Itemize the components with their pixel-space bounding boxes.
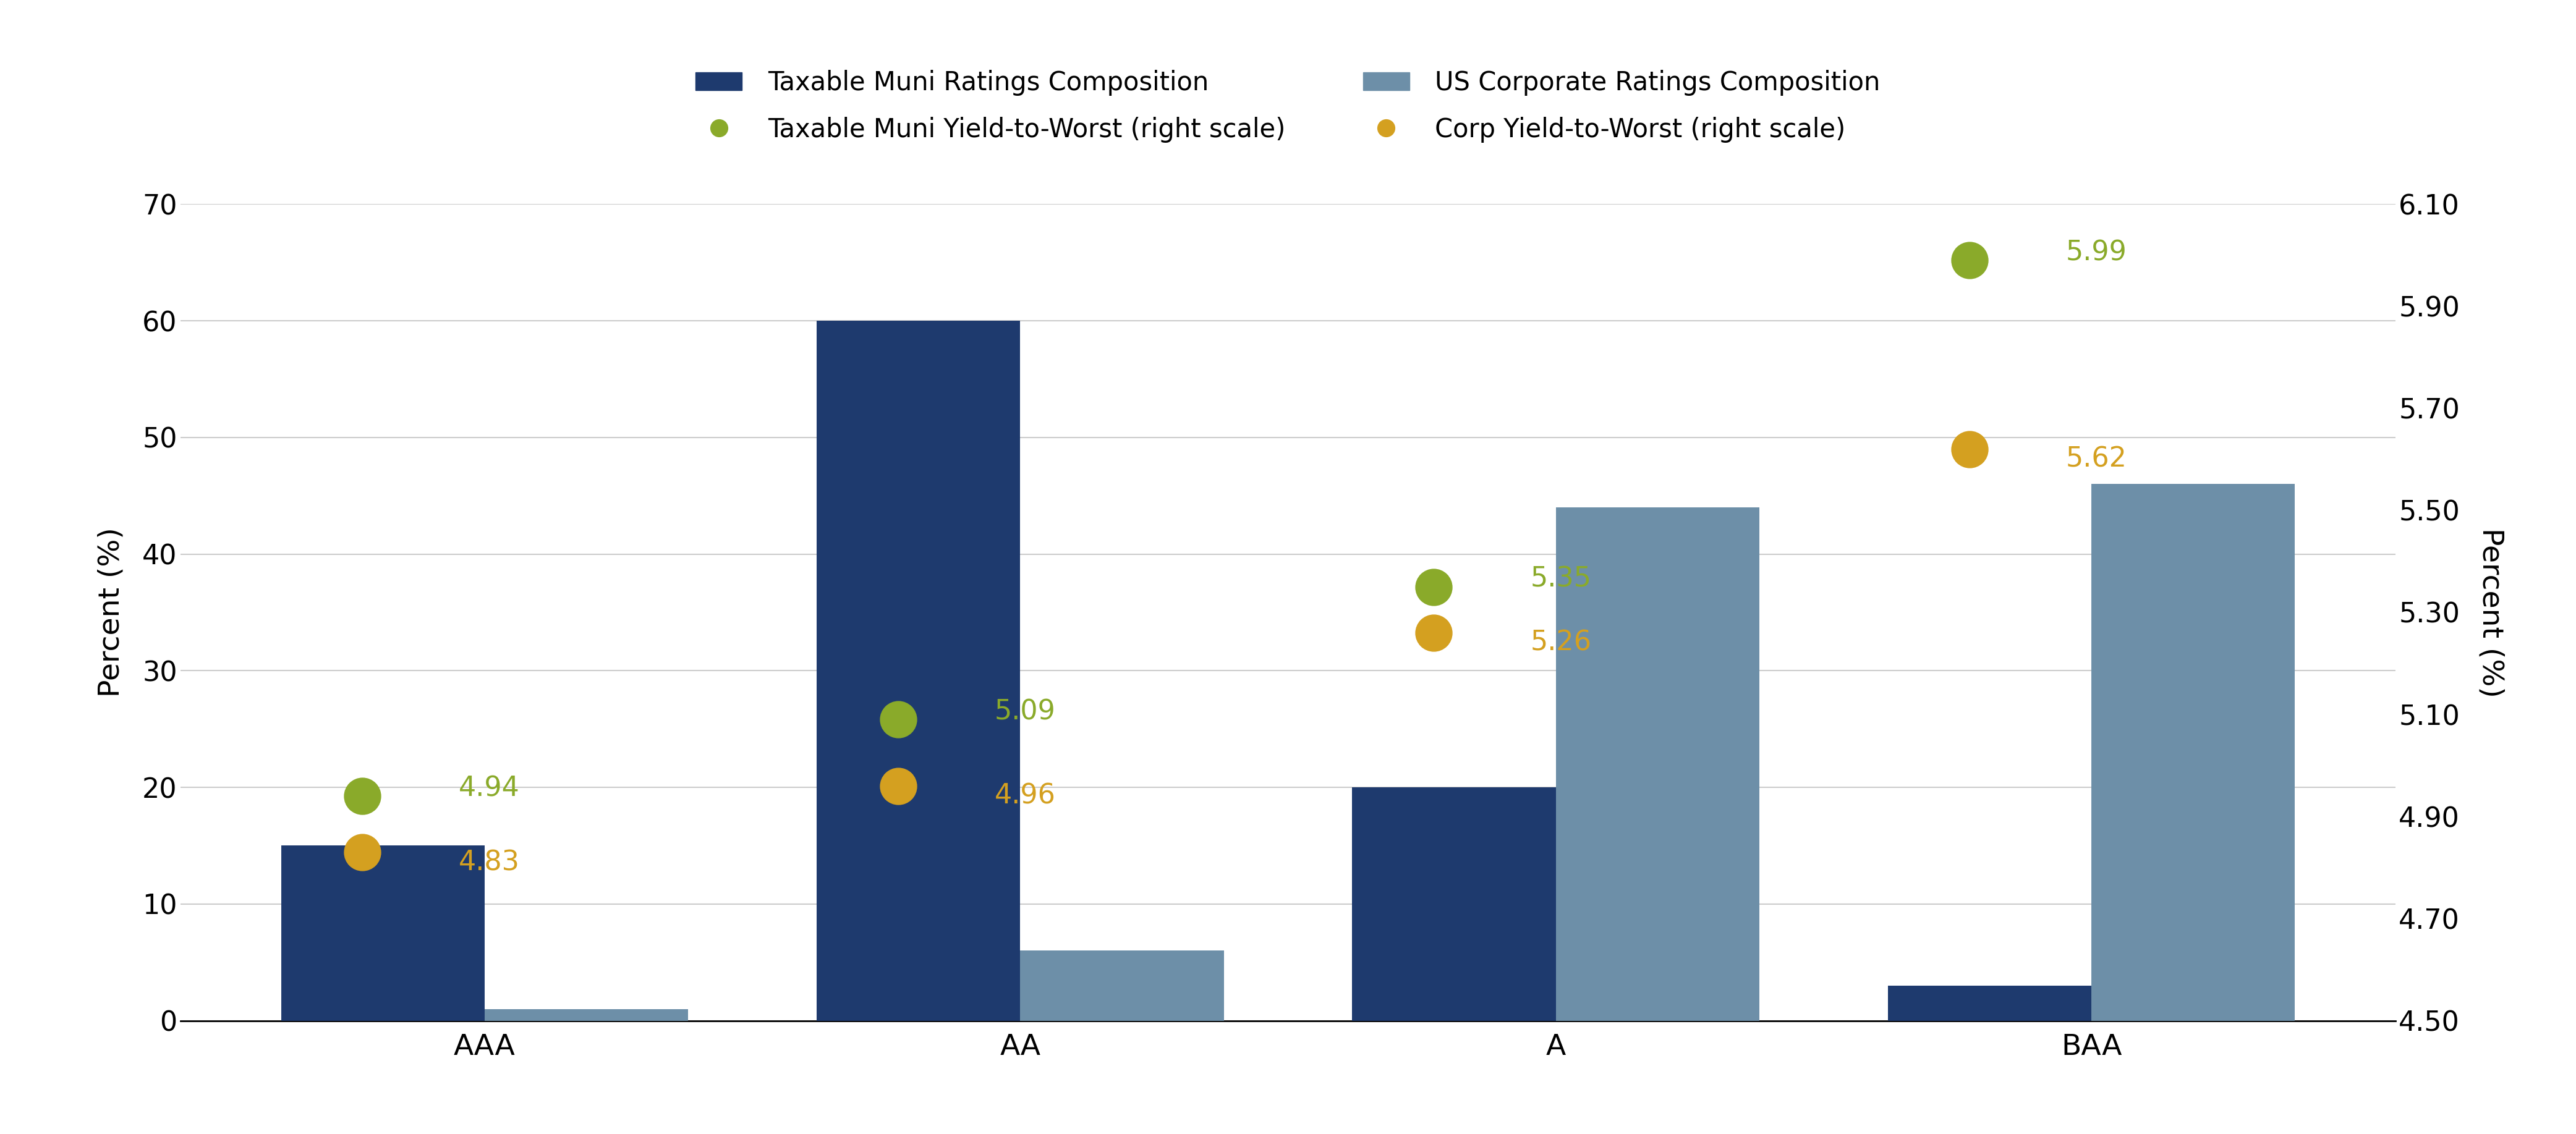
Bar xyxy=(1020,950,1224,1021)
Text: 5.09: 5.09 xyxy=(994,699,1056,725)
Text: 4.96: 4.96 xyxy=(994,782,1056,810)
Text: 5.99: 5.99 xyxy=(2066,239,2128,265)
Bar xyxy=(817,321,1020,1021)
Point xyxy=(878,710,920,729)
Bar xyxy=(1556,507,1759,1021)
Point xyxy=(1414,578,1455,596)
Point xyxy=(343,843,384,861)
Point xyxy=(1947,251,1989,269)
Bar xyxy=(1888,985,2092,1021)
Bar xyxy=(281,846,484,1021)
Bar xyxy=(1352,787,1556,1021)
Text: 4.83: 4.83 xyxy=(459,849,520,875)
Y-axis label: Percent (%): Percent (%) xyxy=(98,527,126,697)
Point xyxy=(1414,624,1455,642)
Legend: Taxable Muni Ratings Composition, Taxable Muni Yield-to-Worst (right scale), US : Taxable Muni Ratings Composition, Taxabl… xyxy=(696,70,1880,143)
Point xyxy=(878,777,920,795)
Text: 5.26: 5.26 xyxy=(1530,629,1592,657)
Bar xyxy=(2092,484,2295,1021)
Text: 4.94: 4.94 xyxy=(459,776,520,802)
Text: 5.62: 5.62 xyxy=(2066,446,2128,473)
Text: 5.35: 5.35 xyxy=(1530,566,1592,592)
Bar xyxy=(484,1009,688,1021)
Point xyxy=(1947,440,1989,458)
Point xyxy=(343,787,384,805)
Y-axis label: Percent (%): Percent (%) xyxy=(2478,527,2504,697)
